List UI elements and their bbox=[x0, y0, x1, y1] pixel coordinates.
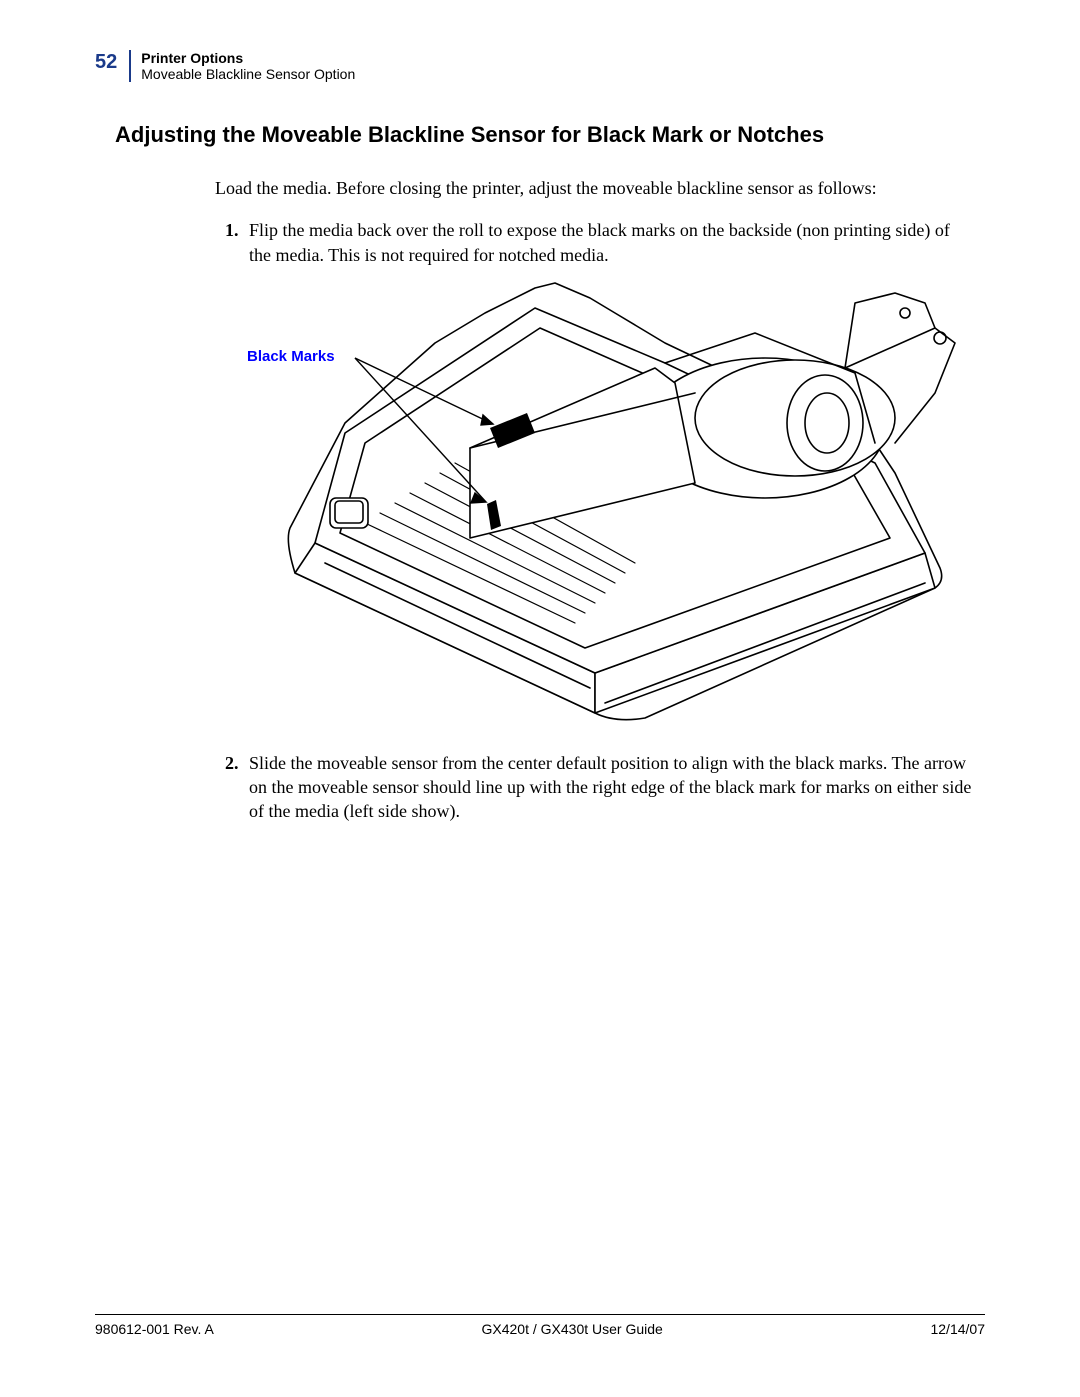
footer-doc-title: GX420t / GX430t User Guide bbox=[482, 1321, 663, 1337]
step-text: Flip the media back over the roll to exp… bbox=[249, 218, 975, 267]
page-footer: 980612-001 Rev. A GX420t / GX430t User G… bbox=[95, 1314, 985, 1337]
page-header: 52 Printer Options Moveable Blackline Se… bbox=[95, 50, 985, 82]
chapter-title: Printer Options bbox=[141, 50, 355, 66]
footer-date: 12/14/07 bbox=[930, 1321, 985, 1337]
intro-paragraph: Load the media. Before closing the print… bbox=[215, 176, 975, 200]
step-number: 1. bbox=[225, 218, 249, 267]
page-number: 52 bbox=[95, 50, 117, 74]
header-divider bbox=[129, 50, 131, 82]
manual-page: 52 Printer Options Moveable Blackline Se… bbox=[0, 0, 1080, 1397]
printer-diagram: Black Marks bbox=[235, 273, 975, 733]
page-title: Adjusting the Moveable Blackline Sensor … bbox=[115, 122, 985, 148]
footer-rule bbox=[95, 1314, 985, 1315]
step-text: Slide the moveable sensor from the cente… bbox=[249, 751, 975, 824]
step-number: 2. bbox=[225, 751, 249, 824]
printer-svg: Black Marks bbox=[235, 273, 965, 733]
step-1: 1. Flip the media back over the roll to … bbox=[225, 218, 975, 267]
black-marks-label: Black Marks bbox=[247, 348, 335, 365]
footer-revision: 980612-001 Rev. A bbox=[95, 1321, 214, 1337]
header-text-block: Printer Options Moveable Blackline Senso… bbox=[141, 50, 355, 82]
section-subtitle: Moveable Blackline Sensor Option bbox=[141, 66, 355, 82]
step-2: 2. Slide the moveable sensor from the ce… bbox=[225, 751, 975, 824]
